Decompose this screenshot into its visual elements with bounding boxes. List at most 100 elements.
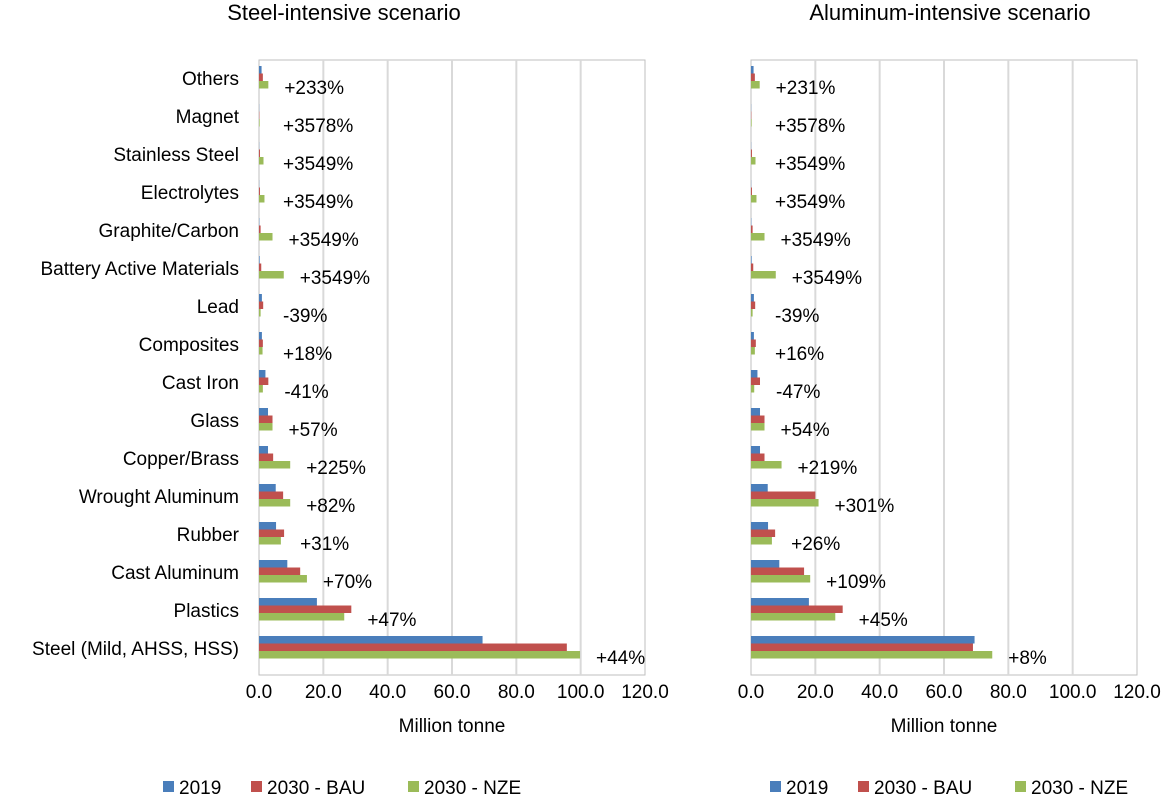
category-label: Lead: [197, 297, 239, 318]
change-annotation: +219%: [798, 458, 858, 479]
bar: [259, 530, 284, 538]
bar: [259, 74, 263, 82]
change-annotation: +26%: [791, 534, 840, 555]
bar: [259, 461, 290, 469]
change-annotation: +3549%: [792, 268, 862, 289]
bar: [751, 568, 804, 576]
bar: [751, 119, 752, 127]
change-annotation: +31%: [300, 534, 349, 555]
bar: [751, 408, 760, 416]
bar: [751, 347, 755, 355]
change-annotation: +3549%: [300, 268, 370, 289]
chart-title: Aluminum-intensive scenario: [809, 0, 1090, 25]
change-annotation: +16%: [775, 344, 824, 365]
bar: [259, 226, 261, 234]
change-annotation: -41%: [284, 382, 328, 403]
bar: [751, 226, 753, 234]
bar: [751, 188, 752, 196]
category-label: Steel (Mild, AHSS, HSS): [32, 639, 239, 660]
bar: [751, 598, 809, 606]
bar: [751, 302, 755, 310]
bar: [259, 370, 265, 378]
change-annotation: +8%: [1008, 648, 1047, 669]
change-annotation: +44%: [596, 648, 645, 669]
bar: [259, 385, 263, 393]
legend-label: 2030 - BAU: [267, 778, 365, 799]
x-tick-label: 60.0: [434, 682, 471, 703]
change-annotation: +3549%: [283, 154, 353, 175]
category-label: Cast Aluminum: [111, 563, 239, 584]
x-tick-label: 20.0: [305, 682, 342, 703]
change-annotation: +3549%: [289, 230, 359, 251]
bar: [259, 264, 261, 272]
legend-swatch: [163, 781, 174, 792]
category-label: Rubber: [177, 525, 240, 546]
bar: [259, 66, 262, 74]
bar: [751, 537, 772, 545]
bar: [751, 423, 765, 431]
change-annotation: -39%: [775, 306, 819, 327]
bar: [751, 575, 810, 583]
category-label: Cast Iron: [162, 373, 239, 394]
bar: [751, 522, 768, 530]
x-tick-label: 100.0: [557, 682, 605, 703]
legend-swatch: [251, 781, 262, 792]
x-tick-label: 80.0: [990, 682, 1027, 703]
bar: [259, 271, 284, 279]
change-annotation: +57%: [289, 420, 338, 441]
bar: [751, 651, 992, 659]
bar: [259, 484, 276, 492]
x-tick-label: 80.0: [498, 682, 535, 703]
bar: [259, 233, 273, 241]
legend-swatch: [1015, 781, 1026, 792]
bar: [751, 446, 760, 454]
bar: [259, 302, 263, 310]
bar: [751, 309, 753, 317]
bar: [259, 416, 273, 424]
bar: [259, 309, 261, 317]
bar: [751, 606, 843, 614]
bar: [751, 499, 819, 507]
x-axis-label: Million tonne: [399, 716, 506, 737]
bar: [751, 613, 835, 621]
bar: [259, 340, 263, 348]
bar: [259, 651, 580, 659]
category-label: Graphite/Carbon: [99, 221, 239, 242]
bar: [259, 492, 283, 500]
x-tick-label: 100.0: [1049, 682, 1097, 703]
bar: [751, 150, 752, 158]
bar: [259, 332, 262, 340]
bar: [751, 294, 754, 302]
change-annotation: +3549%: [283, 192, 353, 213]
x-tick-label: 120.0: [621, 682, 669, 703]
change-annotation: +233%: [284, 78, 344, 99]
change-annotation: -47%: [776, 382, 820, 403]
bar: [259, 454, 273, 462]
change-annotation: -39%: [283, 306, 327, 327]
bar: [751, 484, 768, 492]
bar: [751, 370, 757, 378]
bar: [259, 598, 317, 606]
bar: [259, 568, 300, 576]
bar: [259, 423, 273, 431]
bar: [751, 378, 760, 386]
x-tick-label: 60.0: [926, 682, 963, 703]
change-annotation: +225%: [306, 458, 366, 479]
bar: [751, 195, 756, 203]
category-label: Others: [182, 69, 239, 90]
change-annotation: +3578%: [775, 116, 845, 137]
bar: [259, 499, 290, 507]
bar: [259, 606, 351, 614]
change-annotation: +109%: [826, 572, 886, 593]
change-annotation: +47%: [367, 610, 416, 631]
change-annotation: +70%: [323, 572, 372, 593]
bar: [751, 233, 765, 241]
bar: [259, 81, 268, 89]
change-annotation: +82%: [306, 496, 355, 517]
x-tick-label: 40.0: [369, 682, 406, 703]
x-tick-label: 120.0: [1113, 682, 1161, 703]
bar: [751, 264, 753, 272]
